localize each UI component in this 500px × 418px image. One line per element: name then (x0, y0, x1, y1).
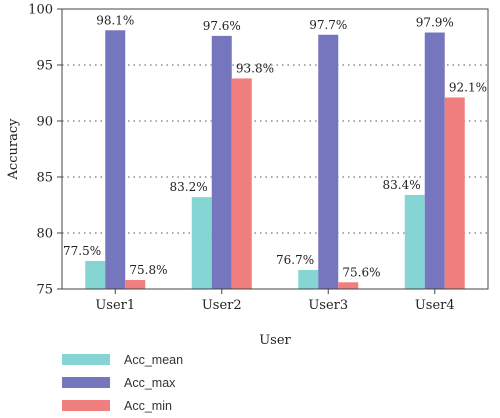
data-label: 83.2% (169, 180, 207, 194)
bar (444, 97, 465, 289)
data-label: 97.7% (309, 18, 347, 32)
bar (191, 197, 212, 289)
bar (231, 78, 252, 289)
x-axis-title: User (259, 333, 291, 348)
data-label: 92.1% (449, 80, 487, 94)
x-tick-label: User1 (95, 298, 135, 313)
legend-label: Acc_mean (124, 352, 184, 367)
legend-swatch (62, 400, 110, 411)
data-label: 75.8% (129, 263, 167, 277)
legend-item: Acc_min (62, 394, 183, 417)
y-tick-label: 75 (36, 283, 53, 298)
y-tick-label: 85 (36, 171, 53, 186)
x-tick-label: User4 (415, 298, 455, 313)
legend-item: Acc_mean (62, 348, 183, 371)
legend-item: Acc_max (62, 371, 183, 394)
y-tick-label: 90 (36, 115, 53, 130)
data-label: 98.1% (96, 13, 134, 27)
bar (125, 280, 146, 289)
legend: Acc_mean Acc_max Acc_min (62, 348, 183, 417)
data-label: 83.4% (382, 178, 420, 192)
data-label: 93.8% (236, 61, 274, 75)
data-label: 97.6% (203, 19, 241, 33)
plot-frame (61, 8, 489, 290)
legend-label: Acc_max (124, 375, 176, 390)
data-label: 97.9% (416, 16, 454, 30)
legend-swatch (62, 354, 110, 365)
bar (318, 34, 339, 290)
y-tick-label: 100 (28, 3, 53, 18)
y-axis-title: Accuracy (6, 118, 21, 181)
x-tick-label: User3 (308, 298, 348, 313)
bar (298, 269, 319, 289)
bar (105, 30, 126, 290)
data-label: 75.6% (342, 265, 380, 279)
legend-label: Acc_min (124, 398, 172, 413)
data-label: 76.7% (276, 253, 314, 267)
legend-swatch (62, 377, 110, 388)
bar (338, 282, 359, 289)
data-label: 77.5% (63, 244, 101, 258)
bar (211, 35, 232, 289)
x-tick-label: User2 (202, 298, 242, 313)
y-tick-label: 80 (36, 227, 53, 242)
bar (85, 261, 106, 289)
bar (404, 194, 425, 289)
y-tick-label: 95 (36, 59, 53, 74)
bar (424, 32, 445, 290)
